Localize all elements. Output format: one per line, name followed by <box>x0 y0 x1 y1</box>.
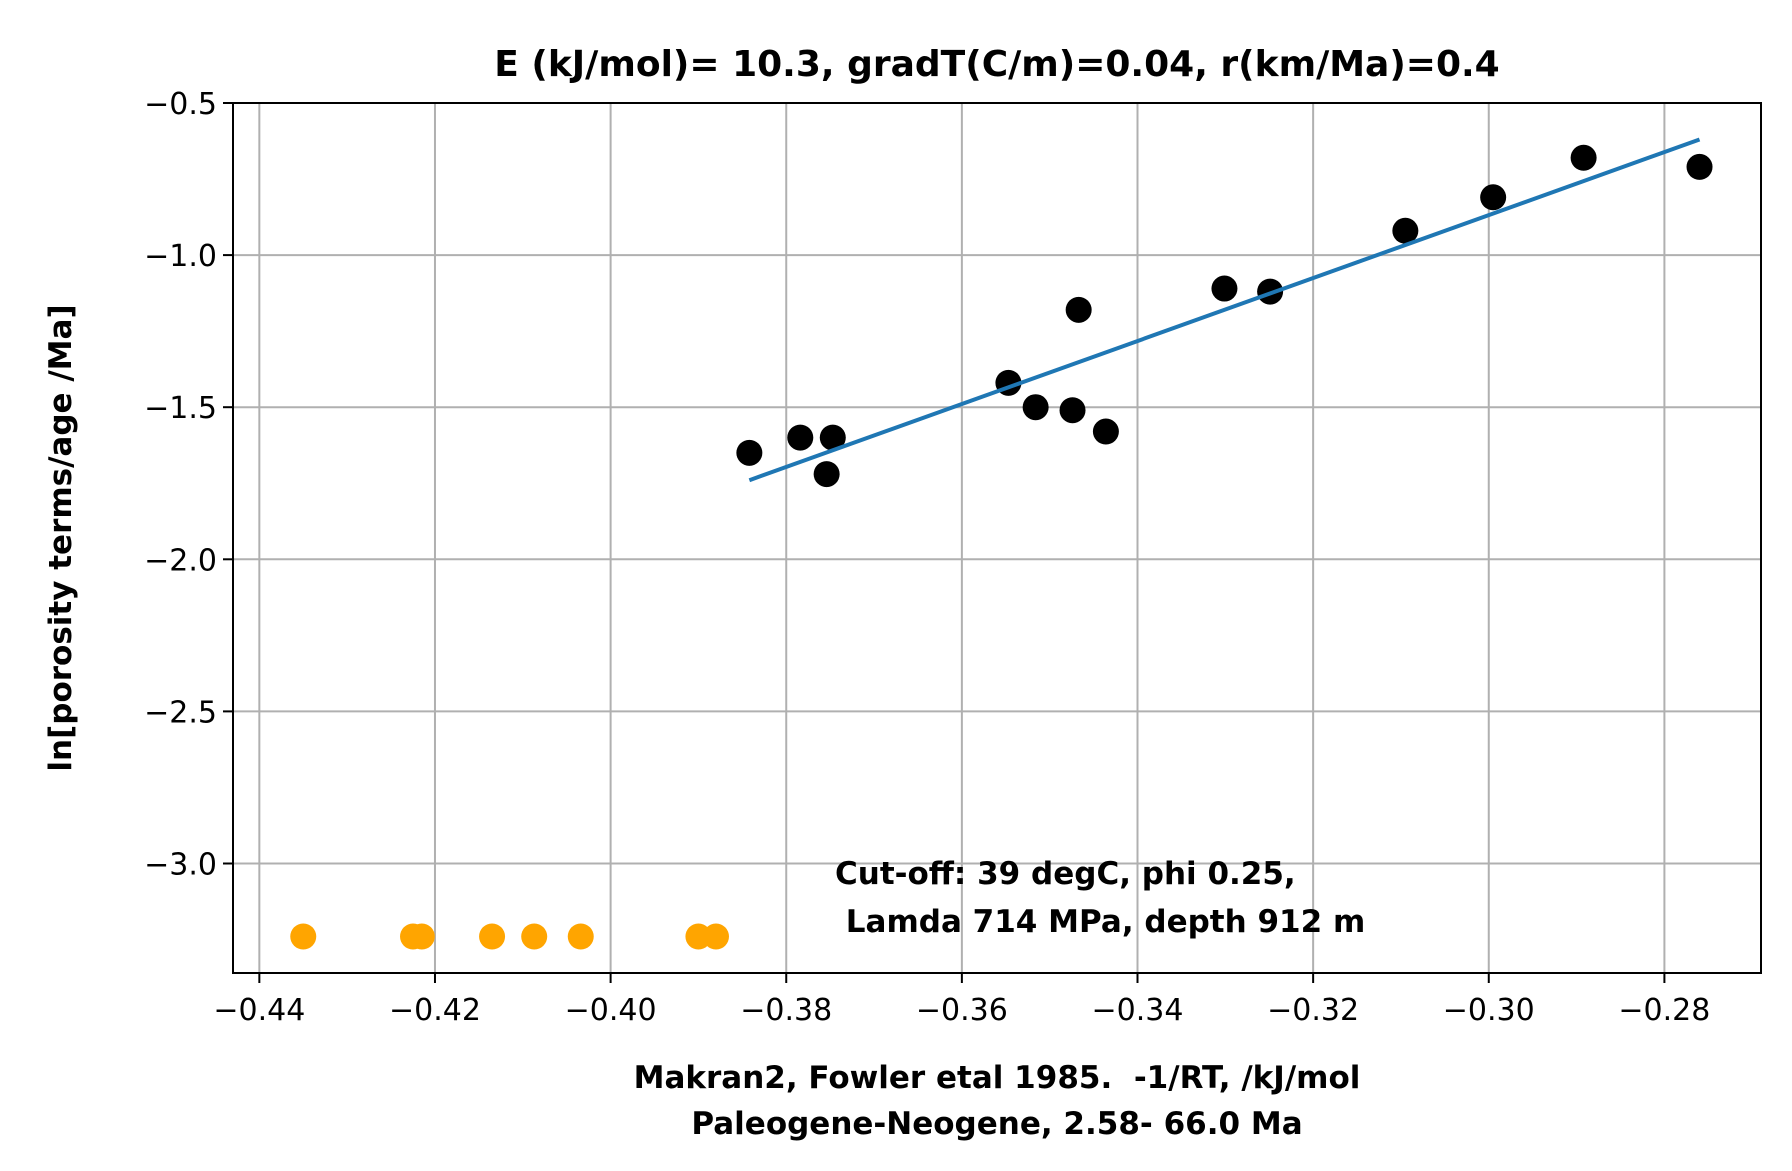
data-point <box>787 424 814 451</box>
data-point <box>408 923 435 950</box>
data-point <box>819 424 846 451</box>
fit-line <box>748 137 1701 483</box>
x-tick-label: −0.40 <box>565 993 657 1028</box>
x-tick-label: −0.28 <box>1618 993 1710 1028</box>
y-tick-label: −1.5 <box>144 391 217 426</box>
data-marks <box>290 137 1713 950</box>
x-tick-label: −0.36 <box>916 993 1008 1028</box>
annotation-line-1: Cut-off: 39 degC, phi 0.25, <box>835 856 1296 892</box>
data-point <box>1570 144 1597 171</box>
x-axis-label-line-1: Makran2, Fowler etal 1985. -1/RT, /kJ/mo… <box>634 1060 1361 1096</box>
data-point <box>1211 275 1238 302</box>
data-point <box>1022 394 1049 421</box>
data-point <box>1686 153 1713 180</box>
data-point <box>702 923 729 950</box>
x-tick-label: −0.44 <box>213 993 305 1028</box>
data-point <box>813 461 840 488</box>
y-tick-label: −3.0 <box>144 847 217 882</box>
data-point <box>1092 418 1119 445</box>
chart-title: E (kJ/mol)= 10.3, gradT(C/m)=0.04, r(km/… <box>494 44 1499 85</box>
data-point <box>479 923 506 950</box>
y-tick-label: −0.5 <box>144 87 217 122</box>
x-tick-label: −0.32 <box>1267 993 1359 1028</box>
annotation-line-2: Lamda 714 MPa, depth 912 m <box>835 904 1365 940</box>
x-tick-label: −0.30 <box>1443 993 1535 1028</box>
data-point <box>1480 184 1507 211</box>
x-tick-label: −0.34 <box>1092 993 1184 1028</box>
data-point <box>1392 217 1419 244</box>
x-axis-label-line-2: Paleogene-Neogene, 2.58- 66.0 Ma <box>691 1106 1302 1142</box>
y-tick-label: −2.5 <box>144 695 217 730</box>
x-tick-label: −0.42 <box>389 993 481 1028</box>
plot-frame <box>232 102 1762 974</box>
x-tick-label: −0.38 <box>740 993 832 1028</box>
data-point <box>1059 397 1086 424</box>
data-point <box>1065 296 1092 323</box>
data-point <box>521 923 548 950</box>
data-point <box>290 923 317 950</box>
data-point <box>567 923 594 950</box>
y-axis-label: ln[porosity terms/age /Ma] <box>43 304 79 771</box>
axis-ticks: −0.44 −0.42 −0.40 −0.38 −0.36 −0.34 −0.32 −0.30… <box>144 87 1710 1028</box>
y-tick-label: −2.0 <box>144 543 217 578</box>
y-tick-label: −1.0 <box>144 239 217 274</box>
data-point <box>736 439 763 466</box>
